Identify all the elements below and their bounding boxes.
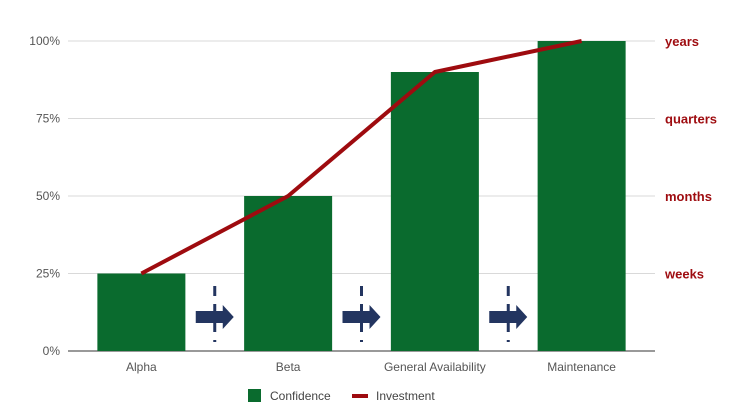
investment-line	[140, 39, 583, 276]
right-arrow-icon	[342, 305, 381, 329]
y-tick-label-right: years	[665, 34, 699, 49]
legend-label: Confidence	[270, 389, 331, 403]
y-tick-label-left: 50%	[36, 189, 60, 203]
category-label-layer: Alpha Beta General Availability Maintenance	[126, 360, 616, 374]
x-tick-label: Beta	[276, 360, 301, 374]
right-tick-layer: weeks months quarters years	[664, 34, 717, 282]
y-tick-label-right: quarters	[665, 112, 717, 127]
legend-label: Investment	[376, 389, 435, 403]
y-tick-label-left: 75%	[36, 112, 60, 126]
right-arrow-icon	[489, 305, 528, 329]
stage-transition-arrow	[489, 286, 528, 342]
y-tick-label-right: months	[665, 189, 712, 204]
y-tick-label-right: weeks	[664, 267, 704, 282]
legend-item-confidence: Confidence	[248, 389, 331, 403]
x-tick-label: General Availability	[384, 360, 486, 374]
bar-maintenance	[537, 41, 626, 351]
y-tick-label-left: 100%	[29, 34, 60, 48]
legend-swatch	[248, 389, 261, 402]
stage-transition-arrow	[342, 286, 381, 342]
bar-alpha	[97, 273, 186, 351]
arrow-layer	[195, 286, 528, 342]
y-tick-label-left: 0%	[43, 344, 61, 358]
right-arrow-icon	[195, 305, 234, 329]
x-tick-label: Alpha	[126, 360, 157, 374]
x-tick-label: Maintenance	[547, 360, 616, 374]
bar-general-availability	[390, 72, 479, 351]
legend: Confidence Investment	[248, 389, 435, 403]
stage-transition-arrow	[195, 286, 234, 342]
left-tick-layer: 0% 25% 50% 75% 100%	[29, 34, 60, 358]
y-tick-label-left: 25%	[36, 267, 60, 281]
bar-beta	[244, 196, 333, 351]
line-layer	[140, 39, 583, 276]
bar-layer	[97, 41, 626, 351]
legend-item-investment: Investment	[352, 389, 435, 403]
